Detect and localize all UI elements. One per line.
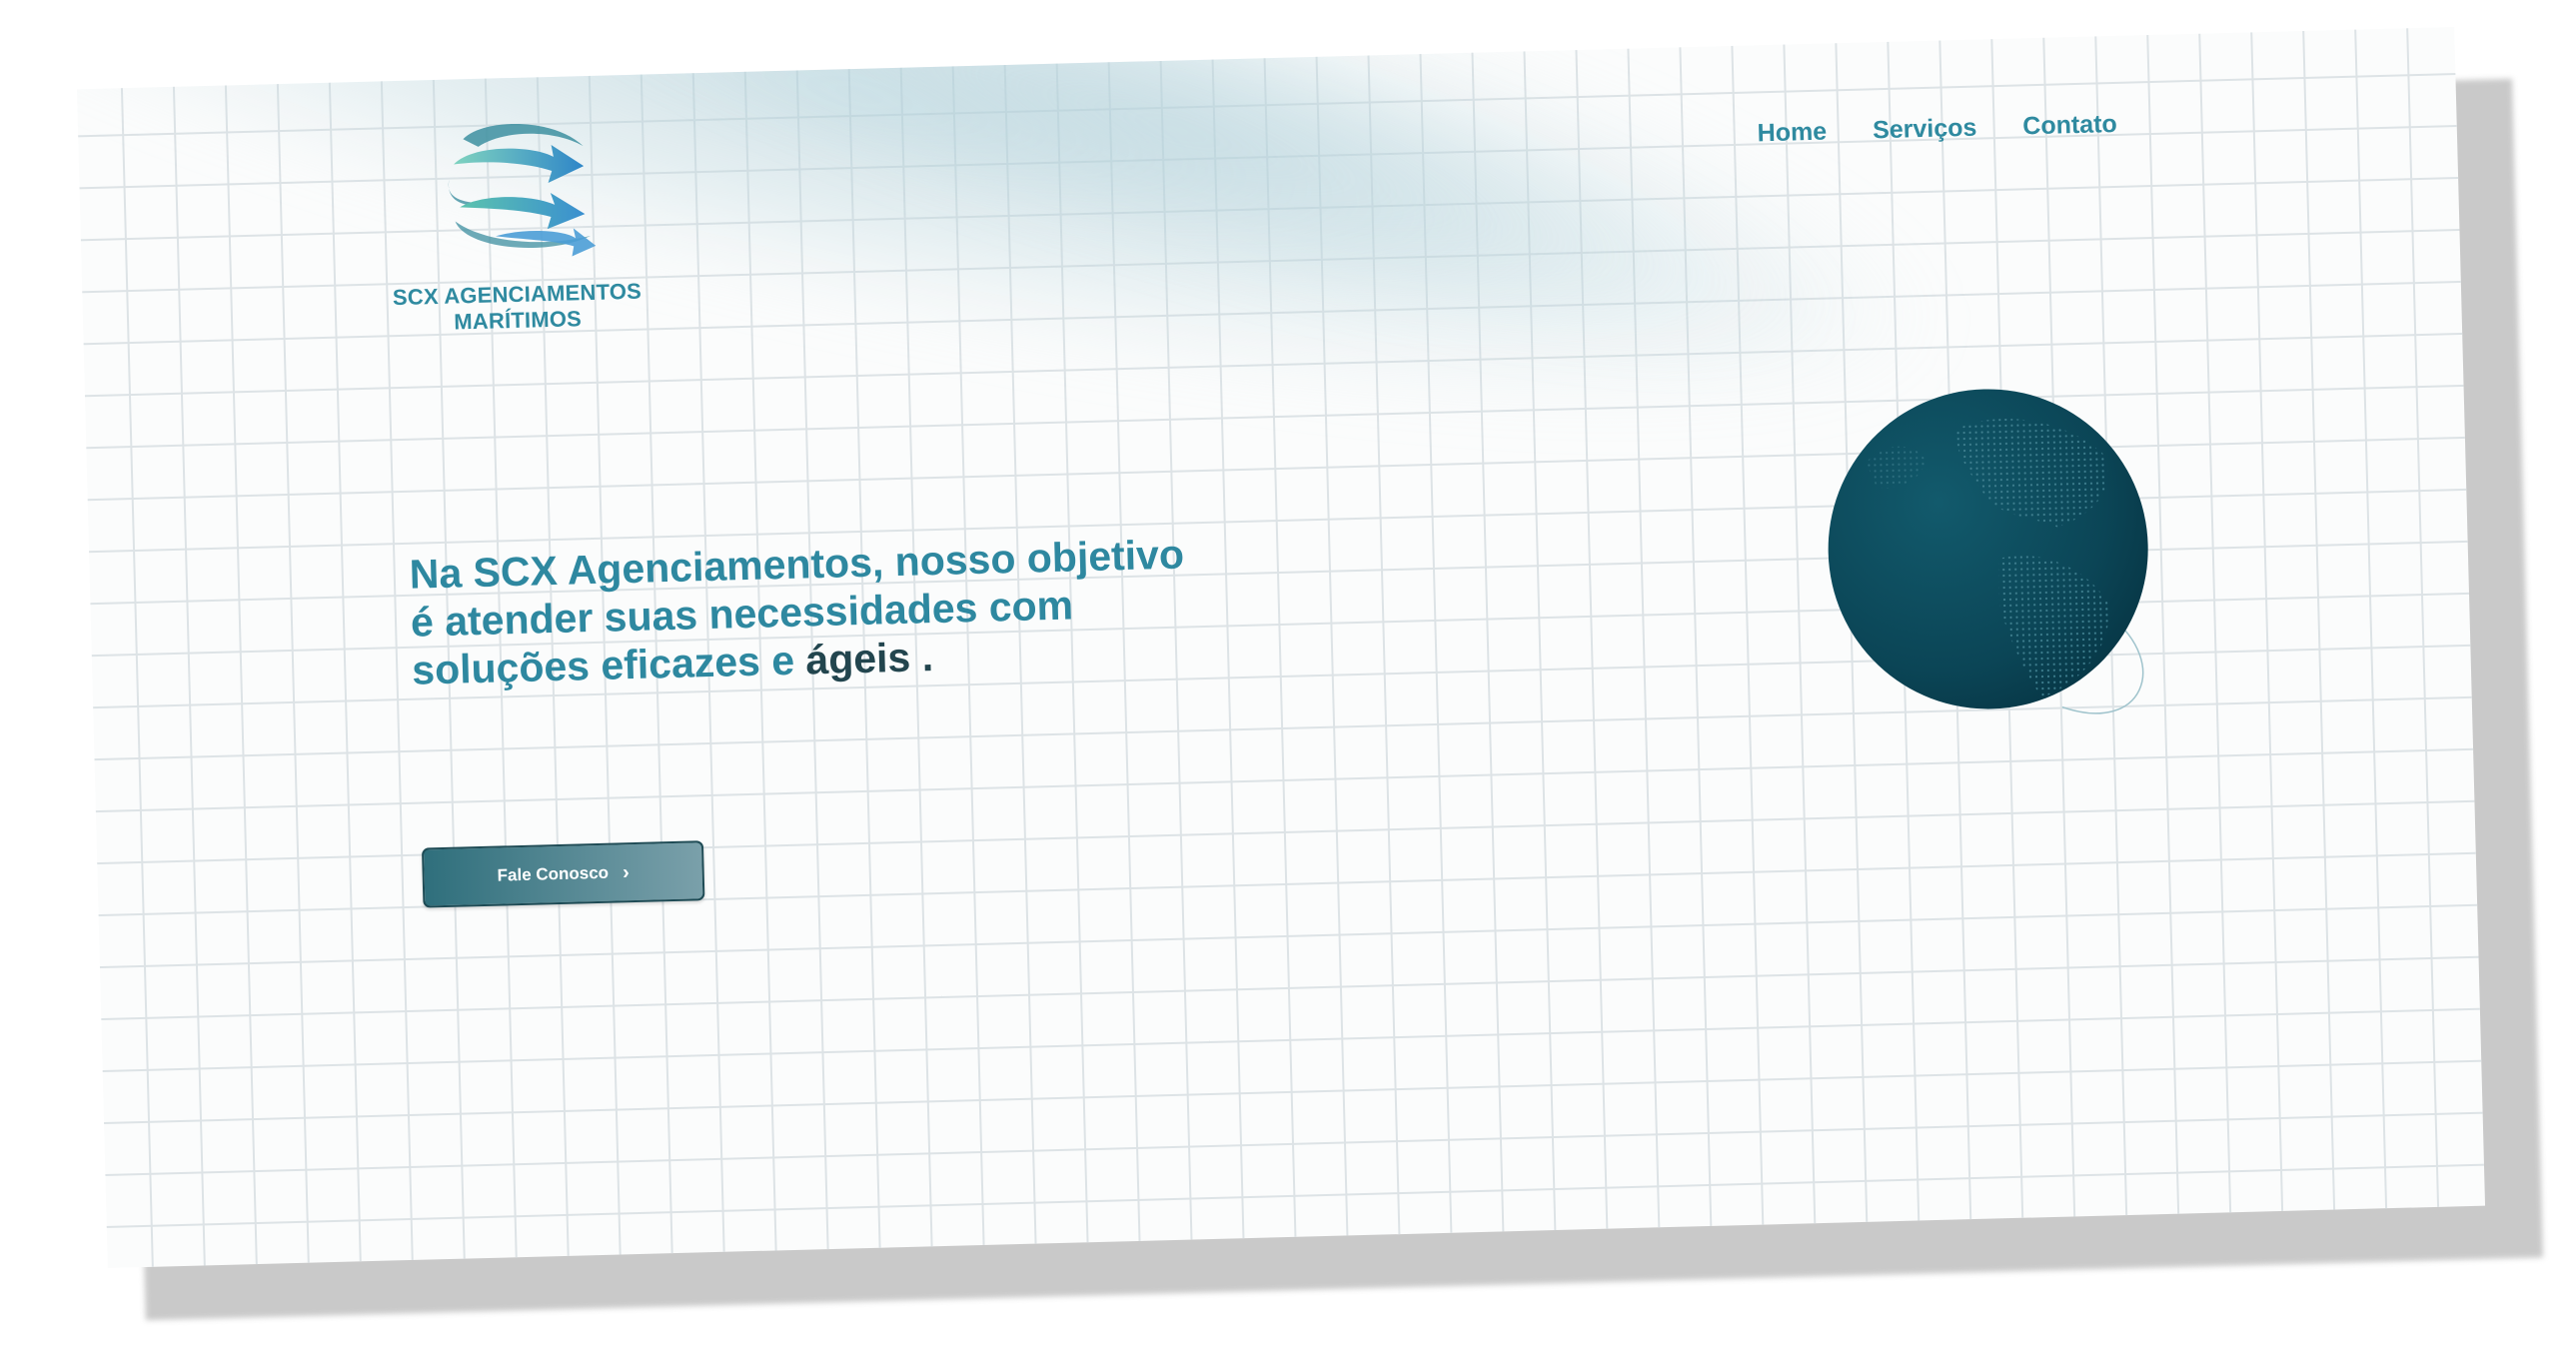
brand-name: SCX AGENCIAMENTOS MARÍTIMOS <box>382 278 652 337</box>
globe-illustration <box>1804 364 2193 753</box>
main-nav: Home Serviços Contato <box>1757 110 2117 148</box>
nav-home[interactable]: Home <box>1757 117 1828 148</box>
globe-icon <box>1828 389 2148 714</box>
background-haze-secondary <box>470 27 1886 454</box>
nav-servicos[interactable]: Serviços <box>1872 113 1977 145</box>
hero-headline: Na SCX Agenciamentos, nosso objetivo é a… <box>409 527 1311 694</box>
nav-contato[interactable]: Contato <box>2021 109 2118 141</box>
chevron-right-icon: › <box>622 861 631 884</box>
hero-line-3-suffix: . <box>909 634 934 681</box>
brand-logo[interactable]: SCX AGENCIAMENTOS MARÍTIMOS <box>378 104 653 337</box>
arrows-swirl-icon <box>448 124 597 257</box>
fale-conosco-button[interactable]: Fale Conosco › <box>421 840 705 908</box>
landing-page: SCX AGENCIAMENTOS MARÍTIMOS Home Serviço… <box>76 27 2486 1268</box>
hero-line-3-prefix: soluções eficazes e <box>411 637 807 693</box>
fale-conosco-label: Fale Conosco <box>497 862 610 885</box>
background-haze <box>76 27 1978 538</box>
hero-accent-word: ágeis <box>804 634 911 683</box>
